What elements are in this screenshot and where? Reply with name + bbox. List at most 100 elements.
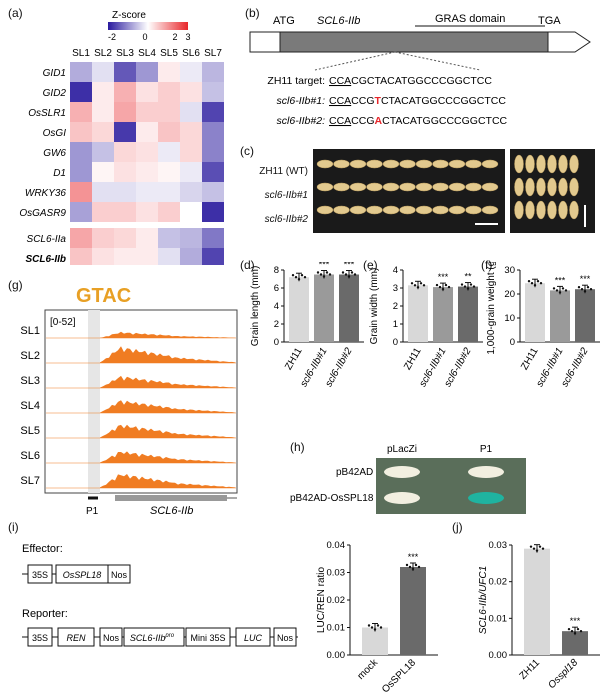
data-point xyxy=(460,283,464,286)
heatmap-cell xyxy=(92,228,114,248)
heatmap-cell xyxy=(180,102,202,122)
grain xyxy=(558,177,568,197)
data-point xyxy=(564,289,568,292)
heatmap-cell xyxy=(202,142,224,162)
heatmap-cell xyxy=(158,248,180,265)
bar xyxy=(314,274,334,342)
sequence-label: ZH11 target: xyxy=(267,75,325,87)
effector-label: Effector: xyxy=(22,543,63,555)
x-tick-label: OsSPL18 xyxy=(380,657,418,695)
heatmap-column-label: SL7 xyxy=(204,48,222,59)
heatmap-cell xyxy=(136,82,158,102)
construct-box: Nos xyxy=(111,570,128,580)
heatmap-row-label: WRKY36 xyxy=(25,188,67,199)
significance-label: *** xyxy=(408,552,419,562)
panel-label-b: (b) xyxy=(245,6,260,20)
scale-tick: 0 xyxy=(142,32,147,42)
data-point xyxy=(552,287,556,290)
sequence-label: scl6-IIb#2: xyxy=(277,115,326,127)
heatmap-cell xyxy=(202,82,224,102)
grain xyxy=(316,182,334,192)
panel-label-g: (g) xyxy=(8,278,23,292)
data-point xyxy=(535,549,539,552)
heatmap-cell xyxy=(70,142,92,162)
luc-qpcr-charts: 0.00 0.01 0.02 0.03 0.04 LUC/REN ratio mock ***… xyxy=(316,540,600,695)
data-point xyxy=(561,287,565,290)
y1h-figure: pLacZi P1 pB42AD pB42AD-OsSPL18 xyxy=(290,444,526,514)
chip-signal xyxy=(100,346,236,363)
data-point xyxy=(441,287,445,291)
heatmap-cell xyxy=(92,248,114,265)
data-point xyxy=(567,627,571,631)
data-point xyxy=(536,280,540,283)
grain xyxy=(481,205,499,215)
construct-diagram: Effector: 35S OsSPL18 Nos Reporter: 35S … xyxy=(22,543,298,647)
heatmap-cell xyxy=(158,162,180,182)
data-point xyxy=(411,567,415,571)
data-point xyxy=(379,626,383,629)
data-point xyxy=(580,288,584,291)
heatmap-cell xyxy=(136,142,158,162)
p1-label: P1 xyxy=(86,506,99,517)
heatmap-cell xyxy=(158,122,180,142)
grain xyxy=(465,182,482,192)
heatmap-cell xyxy=(70,62,92,82)
y1h-col-label: P1 xyxy=(480,444,493,455)
data-point xyxy=(447,285,451,289)
data-point xyxy=(419,282,423,285)
grain xyxy=(316,159,334,169)
grain xyxy=(448,182,466,192)
chip-track-figure: GTAC [0-52] SL1 SL2 SL3 SL4 SL5 SL6 SL7 P1 SCL… xyxy=(20,285,238,517)
y-tick-label: 1 xyxy=(393,319,398,330)
construct-box: Nos xyxy=(277,633,294,643)
grain xyxy=(547,154,557,174)
grain xyxy=(465,205,482,215)
panel-label-e: (e) xyxy=(363,258,378,272)
grain xyxy=(366,182,383,192)
grain xyxy=(558,154,568,174)
y-axis-label: Grain width (mm) xyxy=(369,268,380,345)
heatmap-cell xyxy=(92,162,114,182)
heatmap-cell xyxy=(136,62,158,82)
grain xyxy=(333,205,350,215)
heatmap-cell xyxy=(202,182,224,202)
panel-label-d: (d) xyxy=(240,258,255,272)
bar xyxy=(433,287,453,342)
bar xyxy=(289,277,309,342)
grain xyxy=(465,159,482,169)
y-tick-label: 20 xyxy=(504,289,515,300)
grain xyxy=(432,182,449,192)
data-point xyxy=(294,276,298,279)
data-point xyxy=(541,547,545,550)
data-point xyxy=(347,275,351,278)
data-point xyxy=(416,286,420,289)
y-tick-label: 0 xyxy=(274,337,279,348)
heatmap-cell xyxy=(136,102,158,122)
heatmap-cell xyxy=(136,122,158,142)
data-point xyxy=(350,271,354,274)
scale-tick: 2 xyxy=(172,32,177,42)
grain-row-label: ZH11 (WT) xyxy=(259,166,308,177)
construct-box: 35S xyxy=(32,570,48,580)
grain xyxy=(514,200,524,220)
scale-tick: -2 xyxy=(108,32,116,42)
construct-box: Nos xyxy=(103,633,120,643)
grain xyxy=(382,205,400,215)
track-label: SL4 xyxy=(20,400,40,412)
heatmap-cell xyxy=(114,248,136,265)
gene-track-label: SCL6-IIb xyxy=(150,505,193,517)
grain xyxy=(432,159,449,169)
y-tick-label: 4 xyxy=(393,265,398,276)
heatmap-cell xyxy=(70,162,92,182)
data-point xyxy=(413,284,417,287)
heatmap-cell xyxy=(136,182,158,202)
heatmap-row-label: GID1 xyxy=(43,68,66,79)
p1-highlight xyxy=(88,310,100,493)
heatmap-cell xyxy=(70,248,92,265)
grain xyxy=(316,205,334,215)
heatmap-cell xyxy=(158,102,180,122)
y-tick-label: 0.02 xyxy=(489,577,508,588)
heatmap-cell xyxy=(114,202,136,222)
